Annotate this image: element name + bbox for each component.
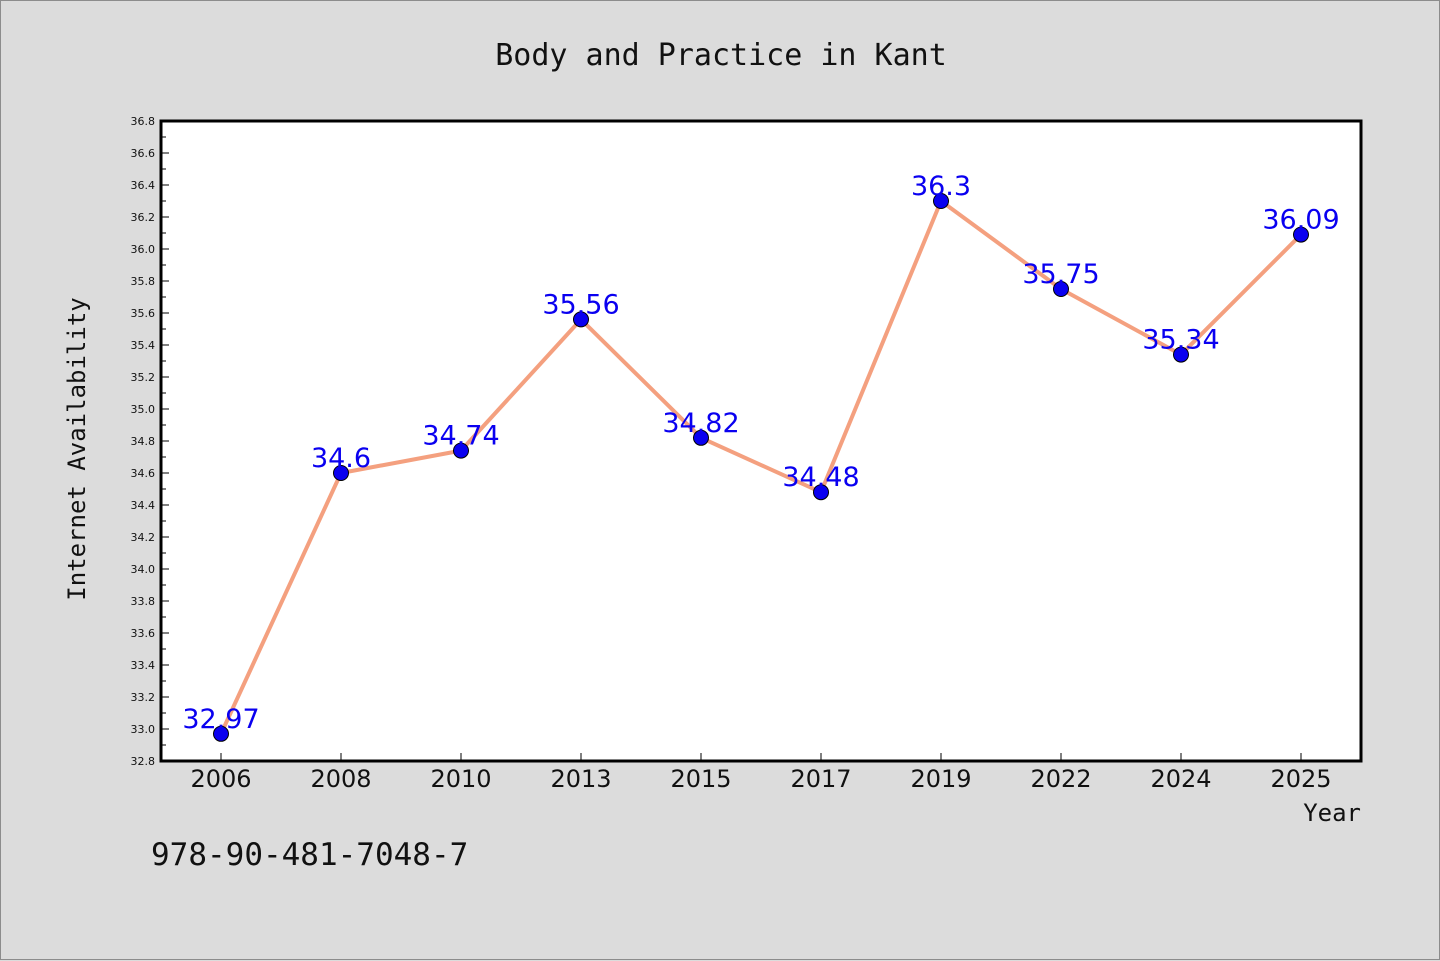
data-point — [333, 465, 349, 481]
data-label: 35.56 — [542, 289, 619, 320]
y-tick-label: 35.0 — [131, 403, 156, 416]
data-label: 35.75 — [1022, 259, 1099, 290]
y-tick-label: 33.2 — [131, 691, 156, 704]
data-labels: 32.97 34.6 34.74 35.56 34.82 34.48 36.3 35.75 35… — [182, 171, 1339, 735]
data-label: 34.74 — [422, 421, 499, 452]
x-tick-label: 2010 — [430, 765, 491, 793]
series-line — [219, 199, 1303, 735]
data-label: 32.97 — [182, 704, 259, 735]
x-tick-label: 2024 — [1150, 765, 1211, 793]
plot-border — [159, 119, 1363, 763]
data-point — [813, 484, 829, 501]
data-point — [1293, 226, 1309, 243]
y-tick-label: 36.4 — [131, 179, 156, 192]
chart-title: Body and Practice in Kant — [495, 38, 947, 73]
y-tick-label: 32.8 — [131, 755, 156, 768]
y-tick-label: 35.2 — [131, 371, 156, 384]
data-point — [573, 311, 589, 328]
data-point — [693, 429, 709, 446]
y-tick-label: 34.2 — [131, 531, 156, 544]
x-tick-label: 2019 — [910, 765, 971, 793]
y-tick-label: 34.4 — [131, 499, 156, 512]
y-tick-label: 33.4 — [131, 659, 156, 672]
y-tick-label: 36.0 — [131, 243, 156, 256]
data-point — [1053, 281, 1069, 297]
x-tick-label: 2013 — [550, 765, 611, 793]
y-tick-label: 33.6 — [131, 627, 156, 640]
x-tick-label: 2006 — [190, 765, 251, 793]
data-label: 36.09 — [1262, 205, 1339, 236]
plot-area — [161, 121, 1361, 761]
data-label: 34.6 — [311, 443, 371, 474]
data-point — [1173, 346, 1189, 363]
y-tick-label: 35.4 — [131, 339, 156, 352]
data-point — [453, 442, 469, 459]
x-tick-label: 2025 — [1270, 765, 1331, 793]
data-label: 35.34 — [1142, 325, 1219, 356]
data-label: 34.48 — [782, 462, 859, 493]
y-tick-label: 35.8 — [131, 275, 156, 288]
y-tick-label: 36.8 — [131, 115, 156, 128]
y-tick-label: 34.8 — [131, 435, 156, 448]
x-tick-label: 2008 — [310, 765, 371, 793]
y-tick-label: 33.0 — [131, 723, 156, 736]
x-axis-label: Year — [1303, 799, 1361, 827]
x-tick-label: 2022 — [1030, 765, 1091, 793]
data-label: 34.82 — [662, 408, 739, 439]
y-axis-label: Internet Availability — [63, 297, 91, 600]
data-label: 36.3 — [911, 171, 971, 202]
y-tick-label: 34.0 — [131, 563, 156, 576]
series-markers — [213, 193, 1309, 742]
y-tick-label: 34.6 — [131, 467, 156, 480]
x-tick-label: 2017 — [790, 765, 851, 793]
y-tick-label: 36.2 — [131, 211, 156, 224]
y-axis: 32.8 33.0 33.2 33.4 33.6 33.8 34.0 34.2 34.4 34.6… — [131, 115, 169, 768]
data-point — [213, 725, 229, 742]
data-point — [933, 193, 949, 209]
y-tick-label: 36.6 — [131, 147, 156, 160]
isbn-footer: 978-90-481-7048-7 — [151, 837, 468, 873]
x-tick-label: 2015 — [670, 765, 731, 793]
y-tick-label: 33.8 — [131, 595, 156, 608]
y-tick-label: 35.6 — [131, 307, 156, 320]
x-axis: 2006 2008 2010 2013 2015 2017 2019 2022 2024 2025 — [190, 753, 1332, 793]
